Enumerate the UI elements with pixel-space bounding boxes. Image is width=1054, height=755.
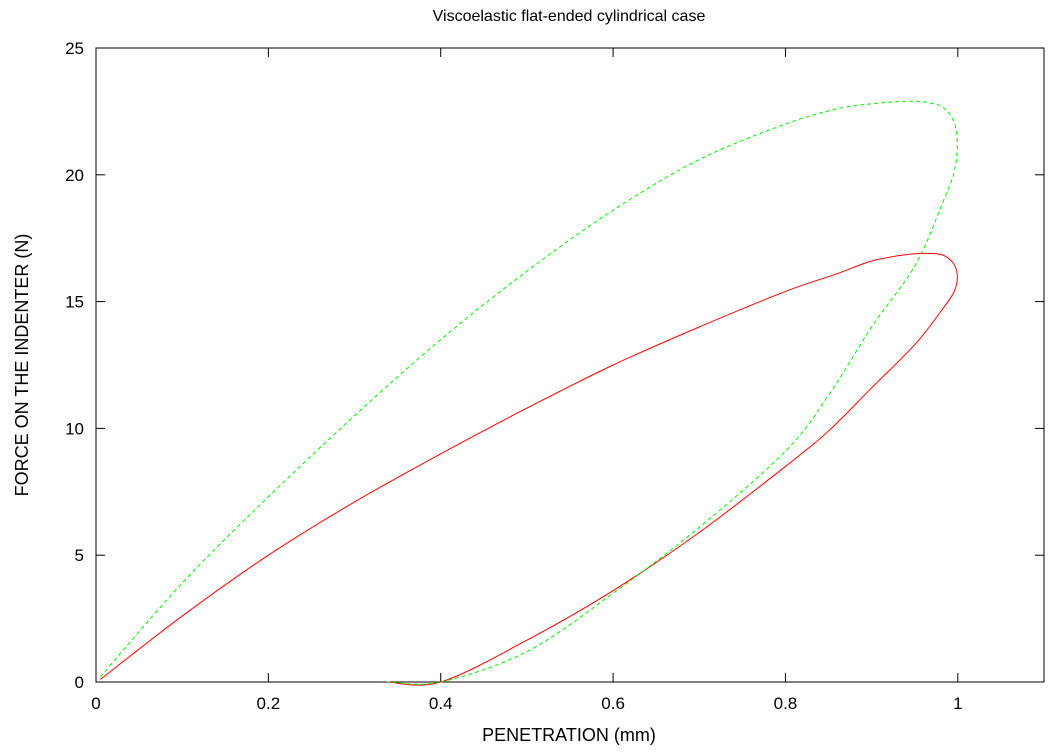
y-tick-label: 10 xyxy=(65,419,84,438)
x-tick-label: 0 xyxy=(91,694,100,713)
x-tick-label: 0.2 xyxy=(257,694,281,713)
x-tick-label: 0.4 xyxy=(429,694,453,713)
plot-frame xyxy=(95,47,1045,683)
series-line-2 xyxy=(99,100,958,685)
y-tick-label: 0 xyxy=(75,673,84,692)
y-tick-label: 5 xyxy=(75,546,84,565)
chart-title: Viscoelastic flat-ended cylindrical case xyxy=(433,8,706,25)
x-tick-label: 1 xyxy=(953,694,962,713)
x-tick-label: 0.8 xyxy=(774,694,798,713)
y-tick-label: 20 xyxy=(65,166,84,185)
series-line-1 xyxy=(100,252,958,686)
series-layer xyxy=(99,100,958,686)
x-tick-label: 0.6 xyxy=(601,694,625,713)
y-tick-label: 15 xyxy=(65,293,84,312)
x-axis-title: PENETRATION (mm) xyxy=(482,725,656,745)
y-tick-label: 25 xyxy=(65,39,84,58)
y-axis-title: FORCE ON THE INDENTER (N) xyxy=(12,234,32,497)
